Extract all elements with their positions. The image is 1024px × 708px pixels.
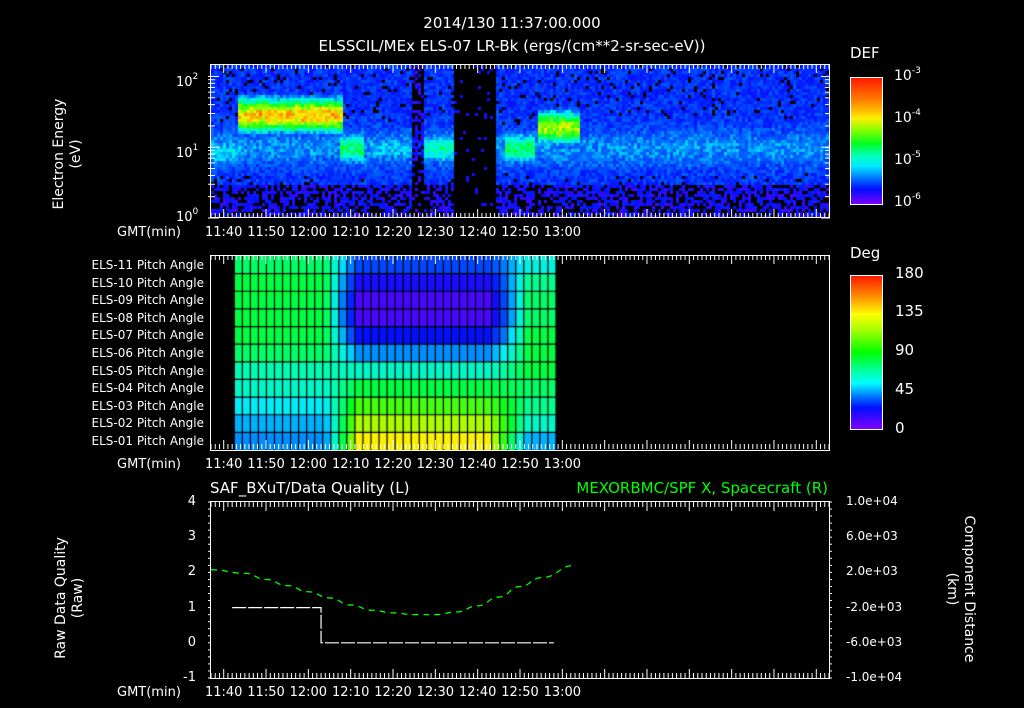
right-y-tick-label: 2.0e+03: [846, 564, 898, 579]
plot-title: ELSSCIL/MEx ELS-07 LR-Bk (ergs/(cm**2-sr…: [318, 37, 706, 55]
energy-axis-label-line1: Electron Energy: [51, 98, 67, 210]
row-label-els-08: ELS-08 Pitch Angle: [91, 310, 204, 325]
x-tick-label: 11:40: [204, 457, 243, 472]
right-y-tick-label: -6.0e+03: [846, 634, 903, 649]
row-label-els-06: ELS-06 Pitch Angle: [91, 346, 204, 360]
x-tick-label: 12:50: [501, 225, 539, 240]
energy-axis-label: Electron Energy (eV): [51, 74, 85, 234]
panel3-title-left: SAF_BXuT/Data Quality (L): [210, 479, 410, 497]
x-tick-label: 13:00: [543, 225, 582, 240]
energy-tick-100: 102: [176, 72, 199, 90]
x-tick-label: 12:20: [374, 685, 412, 700]
deg-tick-45: 45: [895, 380, 915, 398]
deg-tick-0: 0: [895, 419, 905, 437]
deg-tick-135: 135: [895, 302, 924, 320]
x-tick-label: 13:00: [543, 457, 582, 472]
pitch-angle-ticks: [210, 255, 830, 449]
row-label-els-03: ELS-03 Pitch Angle: [91, 398, 204, 413]
distance-axis-label-line2: (km): [944, 572, 960, 606]
x-axis-label-3: GMT(min): [117, 685, 181, 700]
x-tick-label: 12:30: [416, 225, 455, 240]
energy-tick-1: 100: [176, 207, 199, 225]
data-quality-axis-label-line2: (Raw): [70, 577, 86, 619]
row-label-els-11: ELS-11 Pitch Angle: [91, 258, 204, 272]
left-y-tick-label: 0: [187, 634, 196, 650]
x-tick-label: 12:40: [458, 457, 497, 472]
energy-spectrogram: [211, 65, 829, 217]
def-tick-1e-6: 10-6: [894, 192, 921, 210]
spectrogram-ticks: [208, 64, 830, 219]
x-tick-label: 12:50: [501, 457, 539, 472]
deg-colorbar-label: Deg: [850, 244, 881, 262]
distance-axis-label: Component Distance (km): [943, 509, 977, 669]
distance-axis-label-line1: Component Distance: [961, 515, 977, 663]
left-y-tick-label: 3: [187, 529, 196, 545]
def-tick-1e-3: 10-3: [894, 66, 921, 84]
x-tick-label: 11:40: [204, 685, 243, 700]
x-axis-label-1: GMT(min): [117, 225, 181, 240]
energy-tick-10: 101: [176, 143, 199, 161]
row-label-els-04: ELS-04 Pitch Angle: [91, 381, 204, 396]
x-tick-label: 12:20: [374, 225, 412, 240]
x-tick-label: 12:00: [289, 685, 328, 700]
row-label-els-01: ELS-01 Pitch Angle: [91, 434, 204, 448]
def-colorbar: [850, 77, 883, 205]
x-axis-label-2: GMT(min): [117, 457, 181, 472]
x-tick-label: 12:40: [458, 685, 497, 700]
right-y-tick-label: -1.0e+04: [846, 670, 903, 684]
x-tick-label: 12:20: [374, 457, 412, 472]
left-y-tick-label: 4: [187, 494, 196, 509]
left-y-tick-label: -1: [183, 670, 196, 685]
deg-tick-90: 90: [895, 341, 915, 359]
x-tick-label: 12:00: [289, 457, 328, 472]
right-y-tick-label: 1.0e+04: [846, 494, 898, 508]
panel3-title-right: MEXORBMC/SPF X, Spacecraft (R): [576, 479, 828, 497]
data-quality-line-plot: [208, 501, 832, 679]
x-tick-label: 12:40: [458, 225, 497, 240]
energy-axis-label-line2: (eV): [68, 139, 84, 169]
pitch-angle-grid: [211, 256, 829, 450]
x-tick-label: 12:00: [289, 225, 328, 240]
left-y-tick-label: 1: [187, 599, 196, 615]
data-quality-axis-label: Raw Data Quality (Raw): [53, 518, 87, 678]
x-tick-label: 12:10: [331, 457, 370, 472]
x-tick-label: 12:10: [331, 225, 370, 240]
deg-colorbar: [850, 275, 883, 430]
time-title: 2014/130 11:37:00.000: [423, 14, 601, 32]
row-label-els-10: ELS-10 Pitch Angle: [91, 275, 204, 290]
row-label-els-07: ELS-07 Pitch Angle: [91, 328, 204, 343]
right-y-tick-label: 6.0e+03: [846, 529, 898, 544]
data-quality-axis-label-line1: Raw Data Quality: [53, 537, 69, 659]
row-label-els-02: ELS-02 Pitch Angle: [91, 416, 204, 431]
def-tick-1e-4: 10-4: [894, 108, 921, 126]
def-tick-1e-5: 10-5: [894, 150, 921, 168]
x-tick-label: 12:50: [501, 685, 539, 700]
left-y-tick-label: 2: [187, 564, 196, 580]
def-colorbar-label: DEF: [850, 44, 880, 62]
x-tick-label: 11:50: [247, 457, 285, 472]
x-tick-label: 11:40: [204, 225, 243, 240]
x-tick-label: 12:30: [416, 457, 455, 472]
x-tick-label: 12:30: [416, 685, 455, 700]
x-tick-label: 12:10: [331, 685, 370, 700]
x-tick-label: 13:00: [543, 685, 582, 700]
right-y-tick-label: -2.0e+03: [846, 599, 903, 614]
x-tick-label: 11:50: [247, 225, 285, 240]
deg-tick-180: 180: [895, 264, 924, 282]
row-label-els-05: ELS-05 Pitch Angle: [91, 363, 204, 378]
row-label-els-09: ELS-09 Pitch Angle: [91, 293, 204, 308]
x-tick-label: 11:50: [247, 685, 285, 700]
